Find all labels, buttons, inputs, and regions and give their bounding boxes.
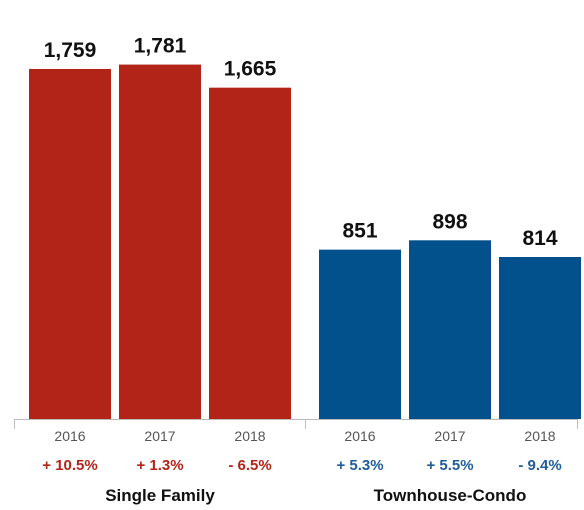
percent-change-label: + 10.5% (42, 457, 97, 474)
bar-value-label: 814 (522, 227, 557, 250)
bar (319, 249, 401, 419)
bar-value-label: 1,781 (134, 35, 187, 58)
year-tick-label: 2017 (144, 428, 175, 444)
year-tick-label: 2018 (234, 428, 265, 444)
bar-value-label: 851 (342, 220, 377, 243)
percent-change-label: + 5.5% (426, 457, 473, 474)
year-tick-label: 2017 (434, 428, 465, 444)
year-tick-label: 2018 (524, 428, 555, 444)
bar (29, 68, 111, 420)
percent-change-label: - 9.4% (518, 457, 561, 474)
category-label: Single Family (105, 486, 215, 505)
bar (119, 64, 201, 420)
year-tick-label: 2016 (54, 428, 85, 444)
bar (409, 240, 491, 419)
year-tick-label: 2016 (344, 428, 375, 444)
bar (499, 257, 581, 419)
category-label: Townhouse-Condo (374, 486, 527, 505)
bar-value-label: 1,759 (44, 39, 97, 62)
bar-value-label: 1,665 (224, 58, 277, 81)
bar (209, 87, 291, 419)
percent-change-label: + 1.3% (136, 457, 183, 474)
percent-change-label: + 5.3% (336, 457, 383, 474)
percent-change-label: - 6.5% (228, 457, 271, 474)
bar-value-label: 898 (432, 210, 467, 233)
